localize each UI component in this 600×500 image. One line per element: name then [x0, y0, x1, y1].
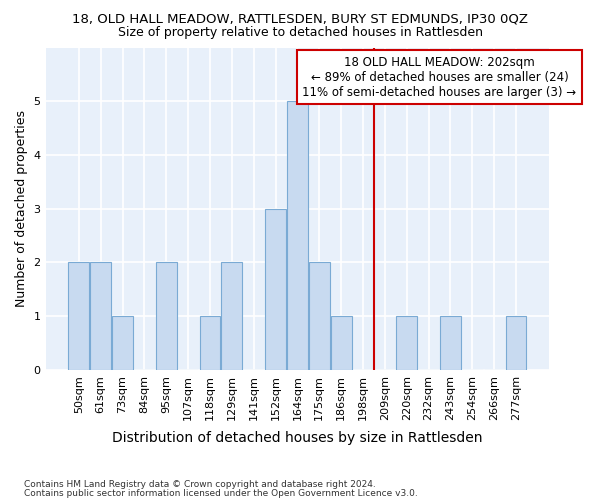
Bar [156, 262, 176, 370]
Bar [287, 101, 308, 370]
Text: Contains HM Land Registry data © Crown copyright and database right 2024.: Contains HM Land Registry data © Crown c… [24, 480, 376, 489]
Bar [331, 316, 352, 370]
Bar [68, 262, 89, 370]
Bar [397, 316, 417, 370]
Bar [221, 262, 242, 370]
Y-axis label: Number of detached properties: Number of detached properties [15, 110, 28, 307]
Text: Size of property relative to detached houses in Rattlesden: Size of property relative to detached ho… [118, 26, 482, 39]
Bar [112, 316, 133, 370]
Text: Contains public sector information licensed under the Open Government Licence v3: Contains public sector information licen… [24, 489, 418, 498]
Bar [506, 316, 526, 370]
Text: 18 OLD HALL MEADOW: 202sqm
← 89% of detached houses are smaller (24)
11% of semi: 18 OLD HALL MEADOW: 202sqm ← 89% of deta… [302, 56, 577, 98]
Bar [265, 208, 286, 370]
X-axis label: Distribution of detached houses by size in Rattlesden: Distribution of detached houses by size … [112, 431, 482, 445]
Bar [440, 316, 461, 370]
Bar [90, 262, 111, 370]
Bar [309, 262, 329, 370]
Text: 18, OLD HALL MEADOW, RATTLESDEN, BURY ST EDMUNDS, IP30 0QZ: 18, OLD HALL MEADOW, RATTLESDEN, BURY ST… [72, 12, 528, 26]
Bar [200, 316, 220, 370]
